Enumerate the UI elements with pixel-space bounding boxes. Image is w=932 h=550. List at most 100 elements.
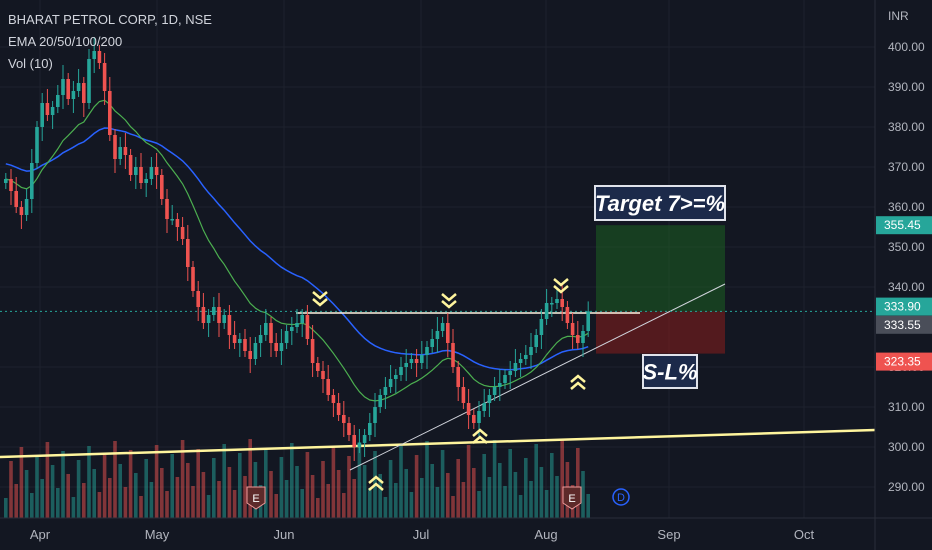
target-label[interactable]: Target 7>=% bbox=[594, 185, 726, 221]
candle-body[interactable] bbox=[383, 387, 388, 395]
candle-body[interactable] bbox=[326, 379, 330, 395]
candle-body[interactable] bbox=[498, 383, 502, 387]
candle-body[interactable] bbox=[492, 387, 497, 395]
candle-body[interactable] bbox=[368, 423, 372, 435]
candle-body[interactable] bbox=[50, 107, 55, 115]
candle-body[interactable] bbox=[331, 395, 336, 403]
candle-body[interactable] bbox=[440, 323, 445, 331]
candle-body[interactable] bbox=[24, 199, 29, 215]
candle-body[interactable] bbox=[196, 291, 200, 307]
candle-body[interactable] bbox=[35, 127, 39, 163]
candle-body[interactable] bbox=[560, 299, 564, 307]
candle-body[interactable] bbox=[581, 331, 585, 343]
candle-body[interactable] bbox=[144, 179, 148, 183]
candle-body[interactable] bbox=[222, 315, 226, 323]
candle-body[interactable] bbox=[409, 359, 414, 363]
candle-body[interactable] bbox=[414, 359, 419, 363]
candle-body[interactable] bbox=[305, 315, 310, 339]
candle-body[interactable] bbox=[347, 423, 351, 435]
indicator-label[interactable]: EMA 20/50/100/200 bbox=[8, 34, 123, 49]
candle-body[interactable] bbox=[66, 79, 70, 99]
candle-body[interactable] bbox=[461, 387, 466, 403]
candle-body[interactable] bbox=[524, 355, 528, 359]
candle-body[interactable] bbox=[92, 51, 96, 59]
candle-body[interactable] bbox=[357, 443, 362, 447]
candle-body[interactable] bbox=[134, 167, 138, 175]
rising-trendline[interactable] bbox=[349, 283, 726, 471]
candle-body[interactable] bbox=[165, 199, 169, 219]
candle-body[interactable] bbox=[321, 371, 325, 379]
candle-body[interactable] bbox=[290, 327, 294, 331]
earnings-icon[interactable]: E bbox=[246, 486, 266, 510]
candle-body[interactable] bbox=[4, 179, 8, 183]
candle-body[interactable] bbox=[539, 319, 544, 335]
candle-body[interactable] bbox=[284, 331, 289, 343]
candle-body[interactable] bbox=[232, 335, 237, 343]
candle-body[interactable] bbox=[160, 175, 164, 199]
candle-body[interactable] bbox=[201, 307, 206, 323]
candle-body[interactable] bbox=[518, 359, 523, 363]
candle-body[interactable] bbox=[82, 83, 86, 103]
candle-body[interactable] bbox=[102, 63, 107, 91]
candle-body[interactable] bbox=[529, 347, 533, 355]
candle-body[interactable] bbox=[550, 303, 554, 305]
earnings-icon[interactable]: E bbox=[562, 486, 582, 510]
candle-body[interactable] bbox=[191, 267, 195, 291]
candle-body[interactable] bbox=[300, 315, 304, 323]
candle-body[interactable] bbox=[576, 335, 580, 343]
candle-body[interactable] bbox=[113, 135, 117, 159]
candle-body[interactable] bbox=[76, 83, 81, 91]
symbol-title[interactable]: BHARAT PETROL CORP, 1D, NSE bbox=[8, 12, 212, 27]
candle-body[interactable] bbox=[227, 315, 232, 335]
candle-body[interactable] bbox=[212, 307, 216, 315]
candle-body[interactable] bbox=[14, 191, 18, 207]
candle-body[interactable] bbox=[425, 347, 429, 355]
candle-body[interactable] bbox=[456, 367, 460, 387]
candle-body[interactable] bbox=[373, 407, 377, 423]
candle-body[interactable] bbox=[253, 343, 258, 359]
candle-body[interactable] bbox=[170, 219, 174, 221]
candle-body[interactable] bbox=[378, 395, 382, 407]
candle-body[interactable] bbox=[342, 415, 346, 423]
candle-body[interactable] bbox=[544, 303, 549, 319]
candle-body[interactable] bbox=[128, 155, 133, 175]
candle-body[interactable] bbox=[206, 315, 211, 323]
candle-body[interactable] bbox=[108, 91, 112, 135]
candle-body[interactable] bbox=[430, 339, 434, 347]
volume-label[interactable]: Vol (10) bbox=[8, 56, 53, 71]
candle-body[interactable] bbox=[310, 339, 315, 363]
candle-body[interactable] bbox=[175, 219, 180, 227]
candlesticks[interactable] bbox=[4, 37, 590, 461]
candle-body[interactable] bbox=[279, 343, 284, 351]
stop-label[interactable]: S-L% bbox=[642, 354, 698, 389]
candle-body[interactable] bbox=[9, 179, 13, 191]
candle-body[interactable] bbox=[123, 147, 128, 155]
candle-body[interactable] bbox=[565, 307, 570, 323]
candle-body[interactable] bbox=[586, 311, 590, 331]
candle-body[interactable] bbox=[45, 103, 50, 115]
candle-body[interactable] bbox=[555, 299, 559, 303]
candle-body[interactable] bbox=[435, 331, 440, 339]
candle-body[interactable] bbox=[139, 167, 143, 183]
candle-body[interactable] bbox=[404, 363, 408, 367]
candle-body[interactable] bbox=[30, 163, 34, 199]
candle-body[interactable] bbox=[258, 335, 263, 343]
candle-body[interactable] bbox=[503, 375, 507, 383]
candle-body[interactable] bbox=[420, 355, 424, 363]
candle-body[interactable] bbox=[388, 379, 393, 387]
candle-body[interactable] bbox=[248, 351, 252, 359]
candle-body[interactable] bbox=[264, 323, 268, 335]
support-line[interactable] bbox=[0, 428, 876, 459]
candle-body[interactable] bbox=[40, 103, 44, 127]
candle-body[interactable] bbox=[534, 335, 538, 347]
candle-body[interactable] bbox=[316, 363, 320, 371]
candle-body[interactable] bbox=[466, 403, 471, 415]
candle-body[interactable] bbox=[149, 167, 154, 179]
candle-body[interactable] bbox=[513, 363, 518, 371]
candle-body[interactable] bbox=[295, 323, 299, 327]
candle-body[interactable] bbox=[352, 435, 356, 447]
candle-body[interactable] bbox=[71, 91, 76, 99]
candle-body[interactable] bbox=[570, 323, 575, 335]
candle-body[interactable] bbox=[61, 79, 65, 95]
